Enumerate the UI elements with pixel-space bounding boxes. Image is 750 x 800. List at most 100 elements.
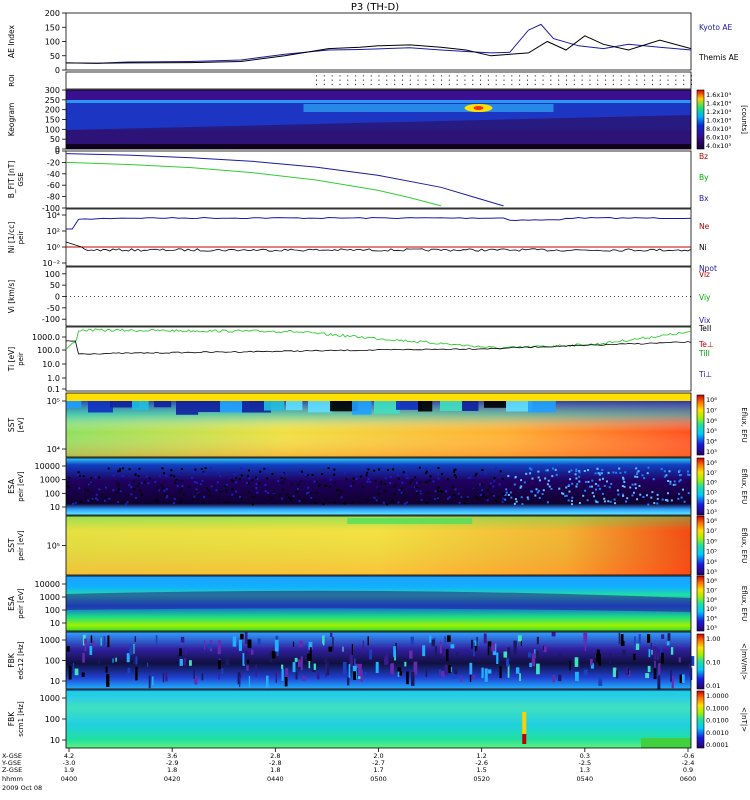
esa-e-pixel [663,470,666,473]
esa-e-pixel [612,471,615,474]
esa-e-pixel [334,481,337,484]
esa-e-pixel [610,482,613,485]
colorbar-tick: 10⁸ [706,459,717,467]
esa-e-pixel [678,492,681,495]
esa-e-pixel [507,493,510,496]
colorbar-tick: 0.0001 [706,741,729,749]
esa-e-pixel [219,490,222,493]
y-tick-label: 10⁻² [42,259,60,268]
roi-dot [362,75,364,77]
colorbar-title: <|mV/m|> [740,643,748,680]
esa-e-pixel [322,503,325,506]
sst-i-green-band [347,518,473,524]
fbk-e-strip [398,670,403,676]
esa-e-pixel [531,477,534,480]
esa-e-pixel [365,467,368,470]
esa-e-pixel [344,472,347,475]
esa-e-pixel [95,493,98,496]
fbk-e-strip [180,636,185,643]
fbk-e-strip [242,653,246,666]
esa-e-pixel [255,483,258,486]
esa-e-pixel [622,493,625,496]
sst-block [110,401,140,408]
esa-e-pixel [180,488,183,491]
y-tick-label: 1000 [40,476,60,485]
fbk-e-strip [633,653,636,661]
fbk-e-strip [429,635,432,643]
roi-dot [691,79,692,81]
esa-e-pixel [453,469,456,472]
esa-e-pixel [163,489,166,492]
esa-e-pixel [305,473,308,476]
esa-e-pixel [278,494,281,497]
roi-dot [550,75,552,77]
fbk-b-spike-peak [522,734,527,744]
esa-e-pixel [166,494,169,497]
footer-value: 1.3 [580,766,590,774]
y-axis-sublabel: peir [17,352,25,366]
esa-e-pixel [536,491,539,494]
esa-e-pixel [375,499,378,502]
esa-e-pixel [384,477,387,480]
esa-e-pixel [386,503,389,506]
esa-e-pixel [416,492,419,495]
esa-e-pixel [615,471,618,474]
fbk-e-strip [487,669,492,674]
y-tick-label: 100 [45,38,60,47]
fbk-e-strip [661,634,665,639]
esa-e-pixel [374,479,377,482]
colorbar-title: <|nT|> [740,707,748,732]
sst-i-shade [66,516,691,575]
esa-e-pixel [226,500,229,503]
esa-e-pixel [397,501,400,504]
esa-e-pixel [179,501,182,504]
y-tick-label: 100 [45,606,60,615]
esa-e-pixel [537,489,540,492]
esa-e-pixel [569,478,572,481]
roi-dot [566,83,567,85]
esa-e-pixel [487,489,490,492]
esa-e-pixel [601,492,604,495]
roi-dot [464,83,466,85]
esa-e-pixel [446,478,449,481]
y-tick-label: 10.0 [42,360,60,369]
roi-dot [659,83,661,85]
fbk-e-strip [474,645,477,652]
roi-dot [441,83,442,85]
fbk-e-strip [552,674,555,683]
esa-e-pixel [415,486,418,489]
esa-e-pixel [414,486,417,489]
fbk-e-strip [68,665,72,680]
fbk-e-strip [653,668,657,680]
esa-e-pixel [568,490,571,493]
roi-dot [558,79,560,81]
esa-e-pixel [646,472,649,475]
esa-e-pixel [288,496,291,499]
fbk-e-strip [133,656,136,664]
roi-dot [503,75,505,77]
fbk-e-strip [193,669,195,679]
y-tick-label: 1000 [40,636,60,645]
esa-e-pixel [170,469,173,472]
esa-e-pixel [634,483,637,486]
esa-e-pixel [537,470,540,473]
legend-Bx: Bx [699,194,709,203]
esa-e-pixel [555,473,558,476]
esa-e-pixel [492,485,495,488]
roi-dot [605,83,607,85]
y-axis-label: Keogram [7,103,16,137]
esa-e-pixel [158,489,161,492]
esa-e-pixel [104,496,107,499]
colorbar-eflux: 10⁸ 10⁷ 10⁶ 10⁵ 10⁴ 10³ Eflux, EFU [696,515,748,576]
esa-e-pixel [367,478,370,481]
esa-e-pixel [256,491,259,494]
esa-e-pixel [90,499,93,502]
fbk-e-strip [244,632,248,644]
esa-e-pixel [387,469,390,472]
roi-dot [620,83,622,85]
esa-e-pixel [546,469,549,472]
legend-1: Te⊥ [698,340,713,349]
esa-e-pixel [478,483,481,486]
esa-e-pixel [128,484,131,487]
esa-e-pixel [651,491,654,494]
